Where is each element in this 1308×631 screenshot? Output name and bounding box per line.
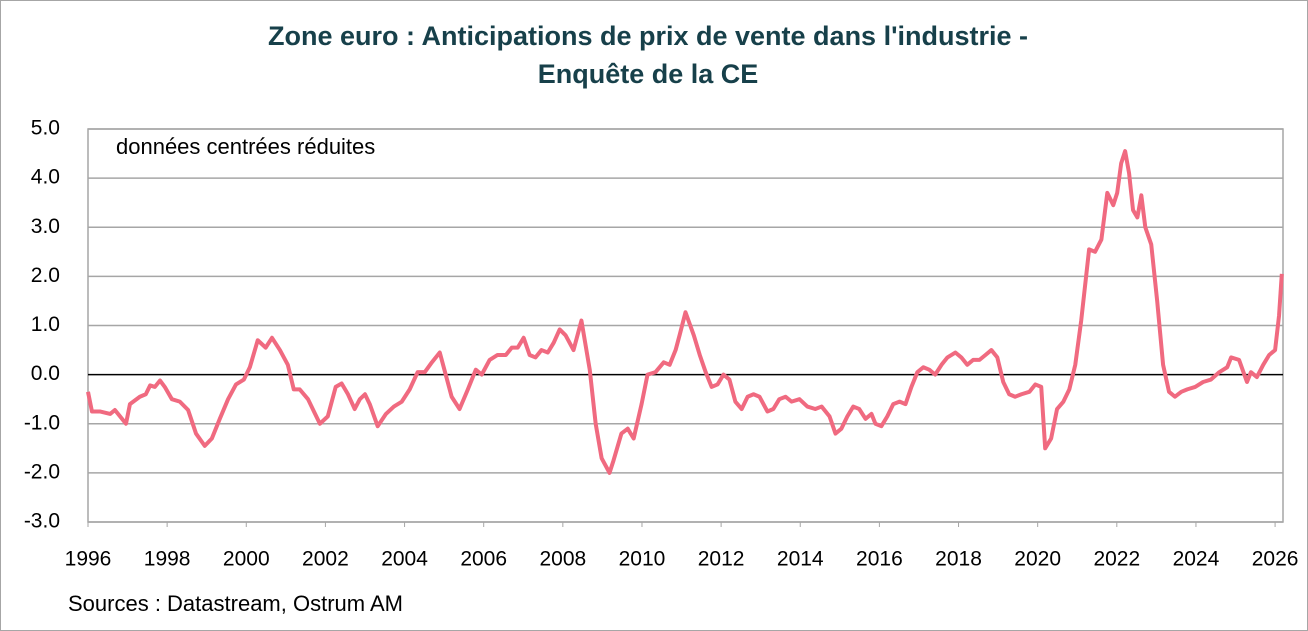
y-tick-label: -1.0 xyxy=(24,411,60,434)
x-tick-label: 2018 xyxy=(935,548,982,571)
y-tick-label: 5.0 xyxy=(31,117,60,140)
x-tick-label: 2006 xyxy=(460,548,507,571)
annotation: données centrées réduites xyxy=(116,134,375,159)
plot-area: -3.0 -2.0 -1.0 0.0 1.0 2.0 3.0 4.0 5.0 1996 1998 20… xyxy=(24,117,1299,571)
y-tick-label: 2.0 xyxy=(31,264,60,287)
y-tick-label: 4.0 xyxy=(31,166,60,189)
x-tick-label: 1998 xyxy=(144,548,191,571)
x-tick-label: 2020 xyxy=(1014,548,1061,571)
y-tick-label: 1.0 xyxy=(31,313,60,336)
chart-title: Enquête de la CE xyxy=(538,59,759,89)
x-tick-label: 2014 xyxy=(777,548,824,571)
x-tick-label: 2022 xyxy=(1093,548,1140,571)
x-tick-label: 1996 xyxy=(65,548,112,571)
y-tick-label: 0.0 xyxy=(31,362,60,385)
y-tick-label: -3.0 xyxy=(24,510,60,533)
x-tick-label: 2002 xyxy=(302,548,349,571)
source: Sources : Datastream, Ostrum AM xyxy=(68,591,403,616)
x-tick-label: 2026 xyxy=(1252,548,1299,571)
x-tick-label: 2016 xyxy=(856,548,903,571)
chart-title: Zone euro : Anticipations de prix de ven… xyxy=(268,21,1028,51)
y-tick-label: -2.0 xyxy=(24,460,60,483)
x-tick-label: 2004 xyxy=(381,548,428,571)
x-tick-label: 2012 xyxy=(698,548,745,571)
y-tick-label: 3.0 xyxy=(31,215,60,238)
data-line xyxy=(86,149,1284,475)
x-tick-label: 2010 xyxy=(619,548,666,571)
x-tick-label: 2008 xyxy=(539,548,586,571)
x-tick-label: 2000 xyxy=(223,548,270,571)
x-tick-label: 2024 xyxy=(1173,548,1220,571)
